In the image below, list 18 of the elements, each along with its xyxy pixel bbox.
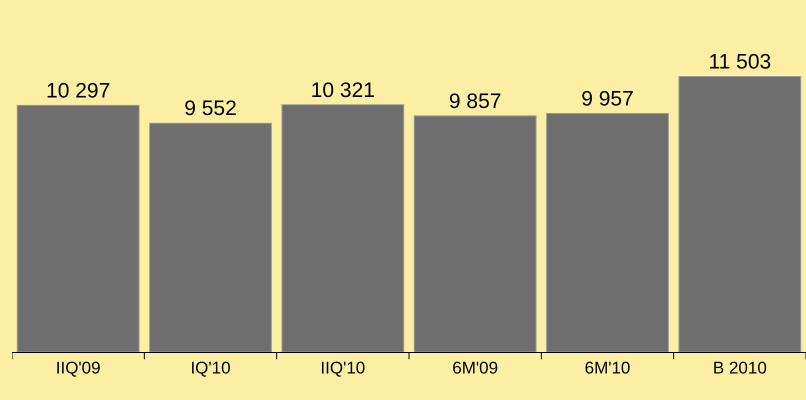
bar xyxy=(16,104,140,352)
x-tick-label: 6M'09 xyxy=(452,358,498,378)
data-label: 9 552 xyxy=(184,97,237,120)
bar xyxy=(546,113,669,352)
x-tick-label: IIQ'10 xyxy=(320,358,366,378)
data-label: 11 503 xyxy=(708,50,772,74)
data-label: 10 321 xyxy=(310,78,375,102)
bar xyxy=(281,104,404,352)
x-tick-label: 6M'10 xyxy=(584,358,630,378)
data-label: 9 957 xyxy=(581,88,634,111)
x-tick-label: IQ'10 xyxy=(190,358,231,378)
x-tick-label: IIQ'09 xyxy=(56,358,101,378)
bar xyxy=(149,122,272,352)
data-label: 9 857 xyxy=(448,90,502,113)
bar xyxy=(678,76,802,352)
data-label: 10 297 xyxy=(46,79,110,102)
x-tick-label: B 2010 xyxy=(712,358,767,378)
bar xyxy=(414,115,537,352)
